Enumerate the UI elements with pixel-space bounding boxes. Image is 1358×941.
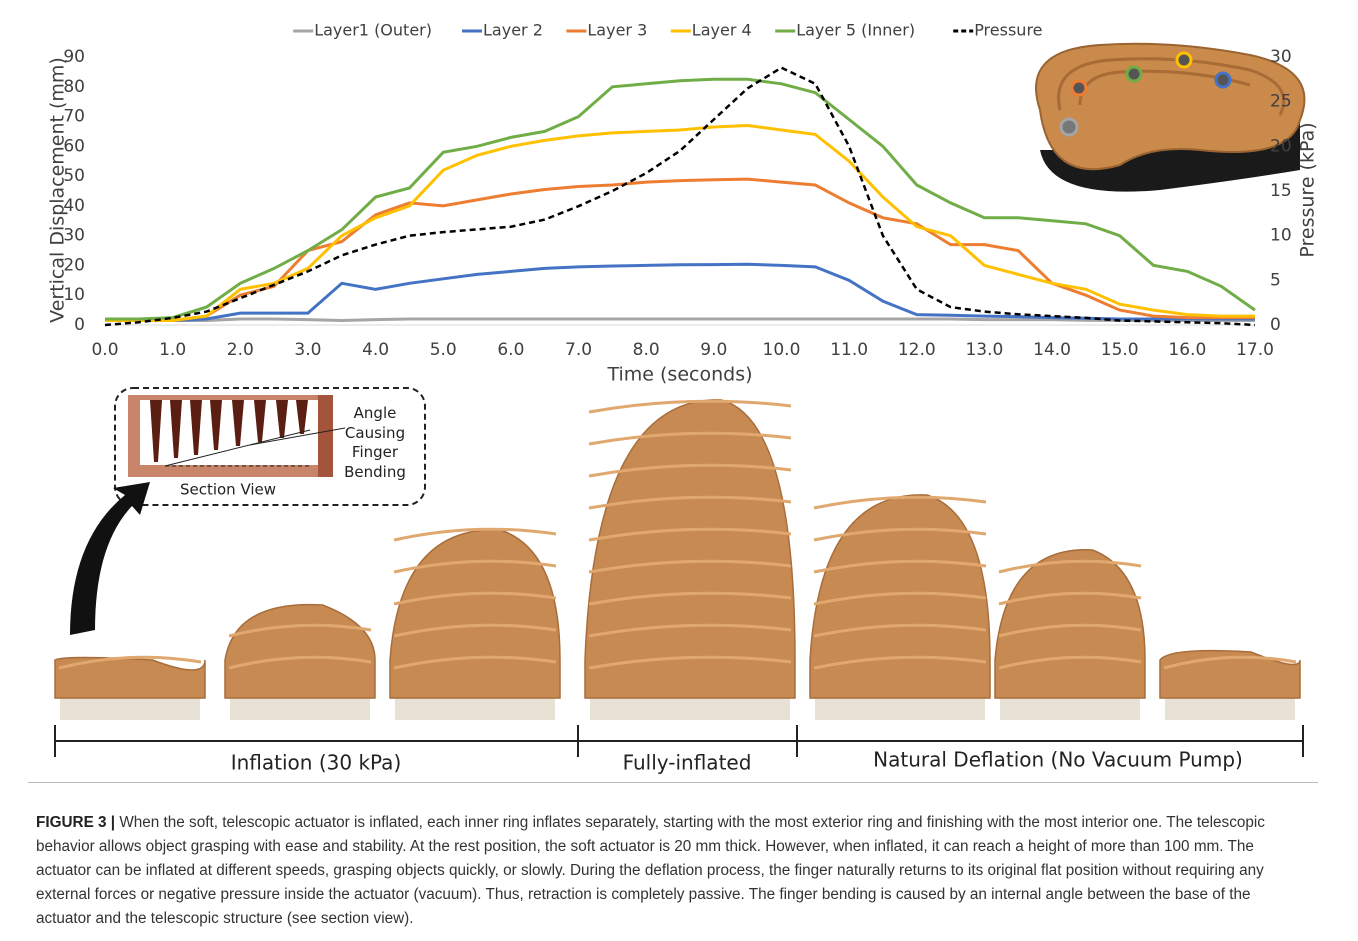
x-tick-label: 0.0 (91, 340, 118, 360)
annotation-box: Angle Causing Finger Bending (330, 404, 422, 486)
x-tick-label: 14.0 (1033, 340, 1071, 360)
arrow (70, 482, 150, 635)
x-tick-label: 5.0 (430, 340, 457, 360)
section-annotation: Angle Causing Finger Bending (340, 404, 410, 482)
photo-stand (1000, 698, 1140, 720)
y-axis-title: Vertical Displacement (mm) (47, 57, 69, 323)
x-tick-label: 2.0 (227, 340, 254, 360)
y-tick-label: 90 (63, 47, 85, 67)
y-tick-label: 70 (63, 107, 85, 127)
inset-photo (1036, 44, 1304, 192)
y2-tick-label: 10 (1270, 226, 1292, 246)
y-tick-label: 50 (63, 166, 85, 186)
y-tick-label: 30 (63, 226, 85, 246)
caption-label: FIGURE 3 | (36, 814, 115, 831)
y2-tick-label: 5 (1270, 270, 1281, 290)
x-tick-label: 16.0 (1168, 340, 1206, 360)
legend-label: Layer 2 (483, 21, 543, 40)
caption: FIGURE 3 | When the soft, telescopic act… (28, 782, 1318, 932)
x-tick-label: 4.0 (362, 340, 389, 360)
y2-tick-label: 25 (1270, 92, 1292, 112)
y-tick-label: 60 (63, 136, 85, 156)
x-tick-label: 9.0 (700, 340, 727, 360)
series-line (105, 264, 1255, 320)
x-tick-label: 3.0 (294, 340, 321, 360)
photo-stand (395, 698, 555, 720)
y2-tick-label: 0 (1270, 315, 1281, 335)
x-axis-title: Time (seconds) (606, 364, 752, 386)
legend-label: Layer1 (Outer) (314, 21, 432, 40)
y2-tick-label: 30 (1270, 47, 1292, 67)
photo-stand (60, 698, 200, 720)
photo-stand (230, 698, 370, 720)
section-view-title: Section View (180, 481, 276, 499)
phase-label: Natural Deflation (No Vacuum Pump) (873, 748, 1243, 772)
x-tick-label: 12.0 (898, 340, 936, 360)
photo-actuator (225, 605, 375, 698)
y-tick-label: 0 (74, 315, 85, 335)
x-tick-label: 7.0 (565, 340, 592, 360)
photo-actuator (995, 550, 1145, 698)
x-tick-label: 8.0 (633, 340, 660, 360)
phase-label: Fully-inflated (623, 751, 752, 775)
legend-label: Layer 4 (692, 21, 752, 40)
x-tick-label: 11.0 (830, 340, 868, 360)
y-tick-label: 20 (63, 255, 85, 275)
y2-axis-title: Pressure (kPa) (1297, 122, 1319, 257)
photo-stand (1165, 698, 1295, 720)
x-tick-label: 13.0 (965, 340, 1003, 360)
y-tick-label: 10 (63, 285, 85, 305)
page: Section View Angle Causing Finger Bendin… (0, 0, 1358, 941)
legend-label: Pressure (974, 21, 1042, 40)
x-tick-label: 10.0 (763, 340, 801, 360)
x-tick-label: 6.0 (497, 340, 524, 360)
legend-label: Layer 5 (Inner) (796, 21, 915, 40)
y2-tick-label: 20 (1270, 136, 1292, 156)
figure: Section View Angle Causing Finger Bendin… (0, 0, 1358, 780)
photo-stand (590, 698, 790, 720)
y2-tick-label: 15 (1270, 181, 1292, 201)
photo-actuator (585, 400, 795, 698)
x-tick-label: 17.0 (1236, 340, 1274, 360)
y-tick-label: 80 (63, 77, 85, 97)
y-tick-label: 40 (63, 196, 85, 216)
legend-label: Layer 3 (587, 21, 647, 40)
series-line (105, 179, 1255, 320)
caption-text: When the soft, telescopic actuator is in… (36, 814, 1265, 927)
photo-stand (815, 698, 985, 720)
phase-label: Inflation (30 kPa) (231, 751, 402, 775)
x-tick-label: 1.0 (159, 340, 186, 360)
photo-actuator (390, 530, 560, 698)
x-tick-label: 15.0 (1101, 340, 1139, 360)
